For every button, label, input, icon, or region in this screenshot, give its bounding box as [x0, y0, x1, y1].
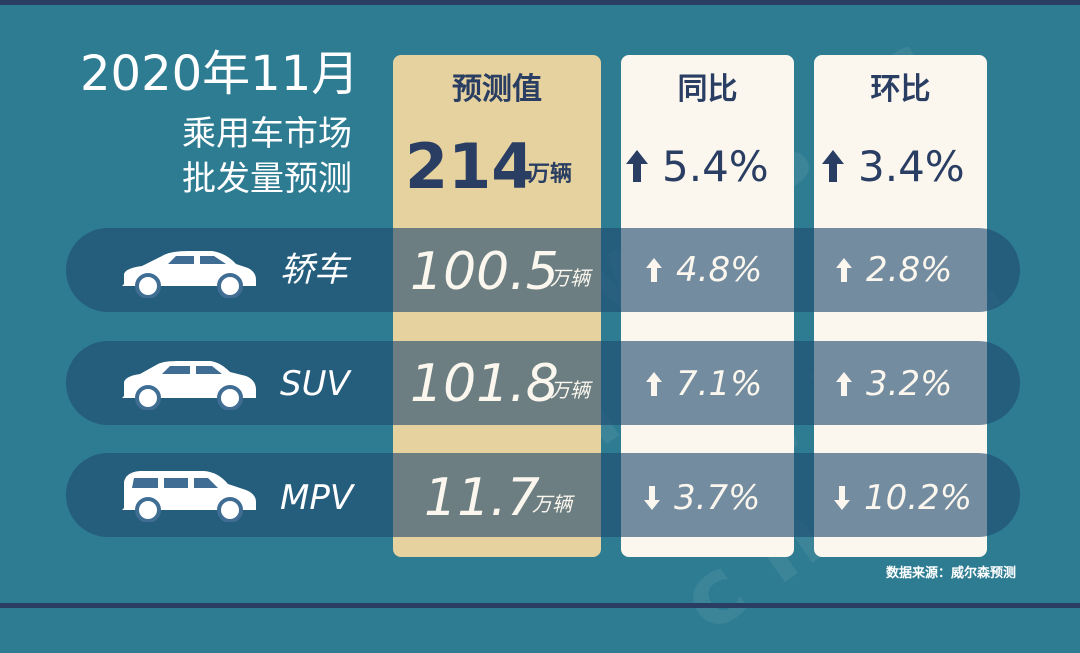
top-border	[0, 0, 1080, 5]
total-yoy: 5.4%	[626, 138, 769, 194]
total-forecast-value: 214	[405, 130, 535, 203]
arrow-up-icon	[822, 150, 844, 182]
title-line-2: 乘用车市场	[182, 114, 352, 154]
row-value-mpv: 11.7	[424, 468, 540, 528]
row-yoy-value-mpv: 3.7%	[674, 478, 761, 518]
row-label-mpv: MPV	[280, 478, 354, 518]
arrow-down-icon	[644, 486, 660, 510]
data-source-note: 数据来源：威尔森预测	[886, 566, 1017, 581]
row-yoy-value-suv: 7.1%	[676, 364, 763, 404]
title-line-3: 批发量预测	[182, 159, 352, 199]
total-forecast-unit: 万辆	[528, 162, 573, 187]
row-mom-mpv: 10.2%	[834, 478, 972, 518]
arrow-up-icon	[836, 372, 852, 396]
arrow-up-icon	[626, 150, 648, 182]
total-mom-value: 3.4%	[858, 141, 965, 191]
row-mom-value-sedan: 2.8%	[866, 250, 953, 290]
arrow-up-icon	[646, 258, 662, 282]
arrow-up-icon	[836, 258, 852, 282]
arrow-down-icon	[834, 486, 850, 510]
mpv-icon	[122, 471, 256, 522]
row-yoy-mpv: 3.7%	[644, 478, 760, 518]
row-mom-suv: 3.2%	[836, 364, 952, 404]
suv-icon	[122, 361, 256, 410]
sedan-icon	[122, 251, 256, 298]
row-unit-mpv: 万辆	[532, 492, 572, 516]
row-yoy-value-sedan: 4.8%	[676, 250, 763, 290]
row-label-suv: SUV	[280, 364, 350, 404]
row-unit-suv: 万辆	[550, 378, 590, 402]
arrow-up-icon	[646, 372, 662, 396]
row-unit-sedan: 万辆	[550, 266, 590, 290]
row-yoy-sedan: 4.8%	[646, 250, 762, 290]
row-label-sedan: 轿车	[280, 250, 348, 290]
total-yoy-value: 5.4%	[662, 141, 769, 191]
mom-header: 环比	[870, 72, 931, 107]
row-mom-sedan: 2.8%	[836, 250, 952, 290]
total-mom: 3.4%	[822, 138, 965, 194]
row-value-suv: 101.8	[410, 354, 559, 414]
row-yoy-suv: 7.1%	[646, 364, 762, 404]
bottom-border	[0, 603, 1080, 608]
title-date: 2020年11月	[80, 46, 360, 102]
row-mom-value-suv: 3.2%	[866, 364, 953, 404]
yoy-header: 同比	[677, 72, 738, 107]
row-mom-value-mpv: 10.2%	[864, 478, 973, 518]
forecast-header: 预测值	[452, 72, 542, 107]
row-value-sedan: 100.5	[410, 242, 559, 302]
